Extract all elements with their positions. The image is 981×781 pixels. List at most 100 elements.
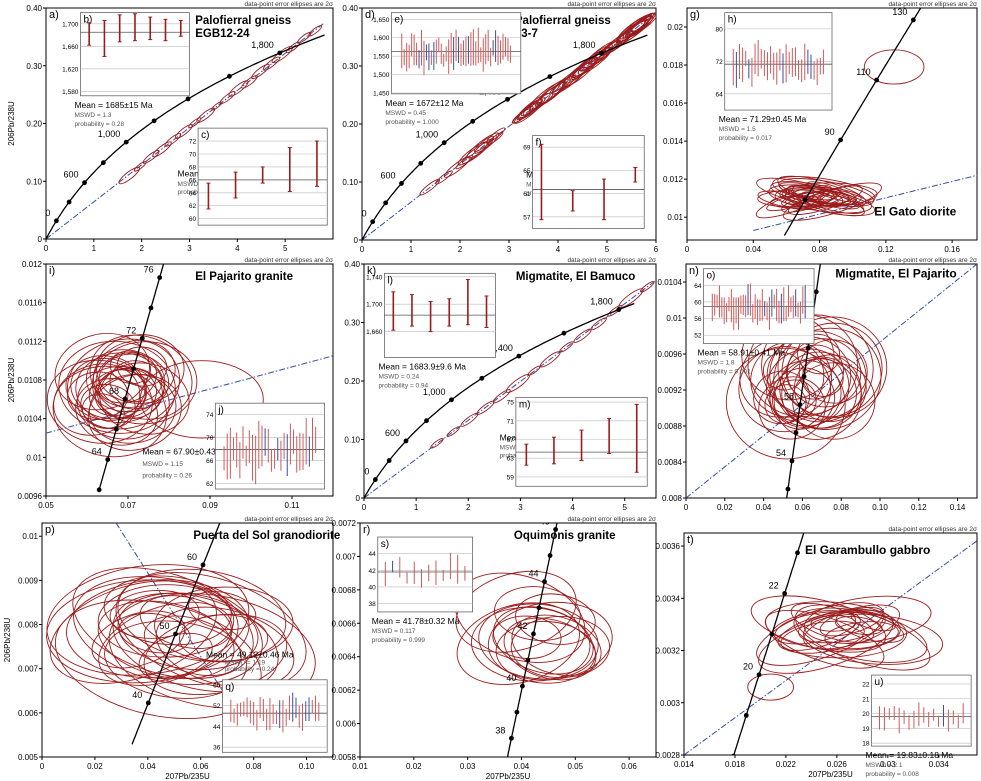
- x-tick-label: 0.06: [795, 503, 811, 512]
- concordia-age-marker: [113, 426, 119, 432]
- concordia-age-marker: [100, 160, 106, 166]
- error-ellipse: [769, 360, 842, 428]
- error-ellipse: [779, 351, 862, 429]
- concordia-age-label: 72: [126, 325, 136, 335]
- x-tick-label: 2: [458, 245, 463, 254]
- error-ellipse: [559, 341, 574, 353]
- panel-p: data-point error ellipses are 2σ 0 0.02 0.0…: [3, 516, 340, 781]
- y-tick-label: 0.0116: [18, 299, 42, 308]
- error-note: data-point error ellipses are 2σ: [888, 526, 977, 533]
- panel-title: El Gato diorite: [874, 204, 956, 218]
- concordia-age-label: 64: [92, 447, 102, 457]
- inset-statistic: MSWD = 2.1: [866, 762, 903, 769]
- concordia-age-label: 40: [506, 673, 516, 683]
- x-tick-label: 0.05: [567, 762, 583, 771]
- concordia-age-marker: [418, 160, 424, 166]
- concordia-age-marker: [185, 96, 191, 102]
- error-ellipse: [66, 579, 250, 679]
- error-ellipse: [626, 12, 656, 38]
- panel-letter: p): [45, 524, 55, 536]
- error-ellipse: [515, 593, 596, 645]
- x-tick-label: 0.09: [202, 501, 218, 510]
- y-tick-label: 0.20: [342, 120, 358, 129]
- panels: data-point error ellipses are 2σ0 1 2 3 4 500…: [3, 1, 978, 781]
- y-tick-label: 0.014: [663, 137, 684, 146]
- inset-tick-label: 1,700: [366, 302, 383, 309]
- error-ellipse: [557, 66, 587, 91]
- concordia-age-label: 1,800: [590, 297, 613, 307]
- error-ellipse: [495, 620, 596, 684]
- inset-tick-label: 65: [523, 168, 531, 175]
- x-tick-label: 0.02: [406, 762, 422, 771]
- inset-frame: [222, 679, 328, 753]
- error-ellipse: [164, 132, 182, 147]
- x-tick-label: 0.026: [827, 760, 848, 769]
- inset-statistic: probability = 0.017: [719, 135, 773, 142]
- y-tick-label: 0.008: [18, 621, 39, 630]
- x-tick-label: 0.14: [950, 503, 966, 512]
- plot-area: 64 68 72 76: [46, 264, 333, 493]
- x-tick-label: 1: [409, 245, 414, 254]
- inset-statistic: Mean = 1685±15 Ma: [74, 100, 152, 110]
- inset-label: h): [728, 15, 737, 26]
- error-ellipse: [747, 673, 795, 701]
- concordia-age-marker: [793, 430, 799, 436]
- x-tick-label: 0.014: [674, 760, 695, 769]
- inset-s: 38 40 42 44 s) Mean = 41.78±0.32 Ma MSWD = 0.1…: [369, 536, 473, 644]
- error-ellipse: [492, 389, 511, 404]
- error-ellipse: [133, 161, 147, 172]
- concordia-age-label: 130: [892, 7, 907, 17]
- error-ellipse: [579, 44, 614, 72]
- x-tick-label: 4: [556, 245, 561, 254]
- x-tick-label: 0.022: [776, 760, 797, 769]
- y-tick-label: 0.40: [344, 260, 360, 269]
- concordia-age-marker: [547, 74, 553, 80]
- inset-label: b): [83, 15, 92, 26]
- error-note: data-point error ellipses are 2σ: [567, 1, 656, 8]
- concordia-age-marker: [386, 458, 392, 463]
- error-ellipse: [779, 182, 878, 206]
- x-tick-label: 0.12: [911, 503, 927, 512]
- concordia-age-marker: [553, 527, 559, 532]
- inset-tick-label: 74: [206, 412, 214, 419]
- error-ellipse: [72, 567, 254, 679]
- y-tick-label: 0.0034: [656, 594, 681, 603]
- inset-statistic: Mean = 1683.9±9.6 Ma: [378, 362, 466, 372]
- y-tick-label: 0.006: [336, 720, 357, 729]
- x-axis-label: 207Pb/235U: [165, 772, 210, 781]
- inset-tick-label: 62: [189, 203, 197, 210]
- panel-title: Palofierral gneiss: [195, 15, 291, 27]
- error-ellipse: [98, 353, 170, 410]
- inset-statistic: MSWD = 1.5: [719, 126, 756, 133]
- concordia-age-marker: [173, 631, 178, 637]
- error-ellipse: [155, 606, 295, 689]
- concordia-curve: [783, 8, 922, 236]
- concordia-age-label: 1,400: [490, 343, 513, 353]
- y-tick-label: 0.30: [26, 62, 42, 71]
- reference-line: [364, 279, 656, 498]
- error-ellipse: [622, 13, 653, 38]
- concordia-age-marker: [785, 486, 791, 492]
- error-ellipse: [492, 615, 562, 659]
- error-ellipse: [109, 350, 151, 385]
- error-ellipse: [70, 357, 147, 420]
- concordia-age-marker: [561, 330, 567, 336]
- y-tick-label: 0.0068: [332, 586, 357, 595]
- inset-tick-label: 42: [369, 568, 377, 575]
- error-ellipse: [590, 317, 607, 331]
- inset-statistic: Mean = 41.78±0.32 Ma: [372, 616, 460, 626]
- inset-frame: [532, 135, 645, 229]
- error-ellipse: [762, 352, 804, 391]
- x-tick-label: 3: [507, 245, 512, 254]
- inset-statistic: probability = 0.001: [697, 369, 751, 376]
- reference-line: [362, 12, 656, 240]
- y-tick-label: 0.006: [18, 709, 39, 718]
- concordia-curve: [362, 34, 648, 240]
- error-note: data-point error ellipses are 2σ: [888, 257, 977, 264]
- error-ellipse: [443, 156, 471, 178]
- panel-d: data-point error ellipses are 2σ0 1 2 3 4 5 60…: [342, 1, 658, 254]
- y-tick-label: 0.10: [344, 436, 360, 445]
- concordia-age-label: 50: [160, 621, 170, 631]
- inset-l: 1,660 1,700 1,740 l) Mean = 1683.9±9.6 Ma MSW…: [366, 272, 496, 390]
